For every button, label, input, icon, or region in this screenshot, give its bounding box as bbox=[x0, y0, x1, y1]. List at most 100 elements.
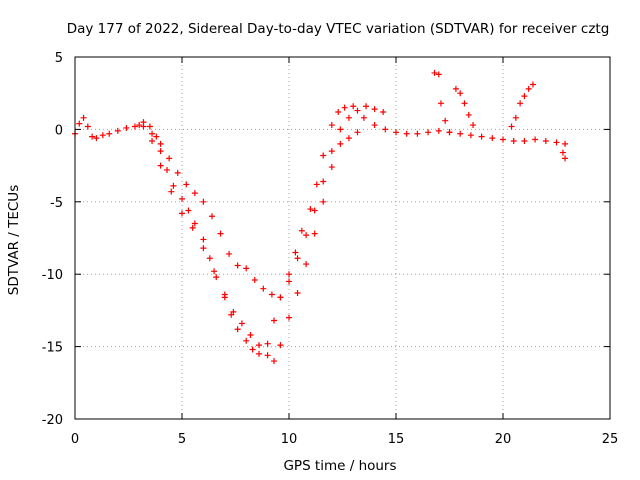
data-point bbox=[337, 126, 344, 133]
y-tick-label: 5 bbox=[55, 51, 63, 66]
x-tick-label: 5 bbox=[178, 432, 186, 447]
data-point bbox=[363, 103, 370, 110]
data-point bbox=[168, 188, 175, 195]
data-point bbox=[230, 308, 237, 315]
data-point bbox=[435, 127, 442, 134]
series-upper-band bbox=[140, 103, 387, 301]
data-point bbox=[157, 148, 164, 155]
data-point bbox=[217, 230, 224, 237]
data-point bbox=[320, 178, 327, 185]
data-point bbox=[140, 123, 147, 130]
data-point bbox=[277, 294, 284, 301]
y-tick-label: -5 bbox=[50, 196, 63, 211]
x-tick-labels: 0 5 10 15 20 25 bbox=[71, 432, 618, 447]
data-point bbox=[166, 155, 173, 162]
y-tick-labels: -20 -15 -10 -5 0 5 bbox=[42, 51, 63, 428]
data-point bbox=[294, 290, 301, 297]
data-point bbox=[461, 100, 468, 107]
data-point bbox=[286, 278, 292, 285]
data-point bbox=[371, 122, 378, 129]
data-point bbox=[328, 148, 335, 155]
data-point bbox=[221, 291, 228, 298]
data-point bbox=[179, 195, 185, 202]
data-point bbox=[350, 103, 357, 110]
data-point bbox=[268, 291, 275, 298]
data-point bbox=[292, 249, 299, 256]
y-tick-label: -20 bbox=[42, 413, 63, 428]
data-point bbox=[106, 130, 113, 137]
data-point bbox=[562, 140, 569, 147]
data-point bbox=[465, 111, 472, 118]
data-point bbox=[271, 358, 278, 365]
data-point bbox=[435, 71, 442, 78]
x-tick-label: 0 bbox=[71, 432, 79, 447]
plot-frame bbox=[74, 56, 611, 420]
data-point bbox=[341, 104, 348, 111]
data-point bbox=[521, 93, 528, 100]
data-point bbox=[320, 198, 327, 205]
data-point bbox=[84, 123, 91, 130]
data-point bbox=[489, 135, 496, 142]
data-point bbox=[345, 114, 352, 121]
data-point bbox=[328, 164, 335, 171]
series-late-spikes bbox=[431, 69, 569, 162]
data-point bbox=[149, 130, 156, 137]
data-point bbox=[320, 152, 327, 159]
data-point bbox=[307, 206, 314, 213]
data-point bbox=[206, 255, 213, 262]
data-point bbox=[467, 132, 474, 139]
data-point bbox=[532, 136, 539, 143]
data-point bbox=[149, 137, 156, 144]
data-point bbox=[157, 140, 164, 147]
data-point bbox=[131, 123, 138, 130]
data-points bbox=[72, 69, 569, 365]
axis-ticks bbox=[74, 56, 611, 420]
data-point bbox=[226, 250, 233, 257]
data-point bbox=[478, 133, 485, 140]
data-point bbox=[529, 81, 536, 88]
data-point bbox=[238, 320, 245, 327]
data-point bbox=[414, 130, 421, 137]
data-point bbox=[179, 210, 185, 217]
data-point bbox=[277, 342, 284, 349]
data-point bbox=[303, 232, 310, 239]
data-point bbox=[136, 122, 143, 129]
data-point bbox=[500, 136, 506, 143]
data-point bbox=[256, 342, 263, 349]
data-point bbox=[170, 182, 177, 189]
data-point bbox=[264, 340, 271, 347]
data-point bbox=[76, 120, 83, 127]
x-tick-label: 15 bbox=[388, 432, 405, 447]
data-point bbox=[452, 85, 459, 92]
series-main-band bbox=[72, 103, 569, 357]
data-point bbox=[517, 100, 524, 107]
data-point bbox=[457, 90, 464, 97]
data-point bbox=[508, 123, 515, 130]
data-point bbox=[286, 271, 292, 278]
data-point bbox=[510, 137, 517, 144]
data-point bbox=[437, 100, 444, 107]
data-point bbox=[249, 346, 256, 353]
data-point bbox=[470, 122, 477, 129]
data-point bbox=[393, 129, 399, 136]
data-point bbox=[234, 262, 241, 269]
data-point bbox=[191, 190, 198, 197]
data-point bbox=[382, 126, 389, 133]
grid-lines bbox=[75, 57, 610, 419]
data-point bbox=[174, 169, 181, 176]
data-point bbox=[337, 140, 344, 147]
data-point bbox=[191, 220, 198, 227]
data-point bbox=[328, 122, 335, 129]
data-point bbox=[354, 129, 361, 136]
data-point bbox=[114, 127, 121, 134]
data-point bbox=[260, 285, 267, 292]
data-point bbox=[371, 106, 378, 113]
data-point bbox=[80, 114, 87, 121]
data-point bbox=[562, 155, 569, 162]
data-point bbox=[256, 350, 263, 357]
data-point bbox=[313, 181, 320, 188]
series-lower-band bbox=[149, 129, 361, 365]
data-point bbox=[99, 132, 106, 139]
